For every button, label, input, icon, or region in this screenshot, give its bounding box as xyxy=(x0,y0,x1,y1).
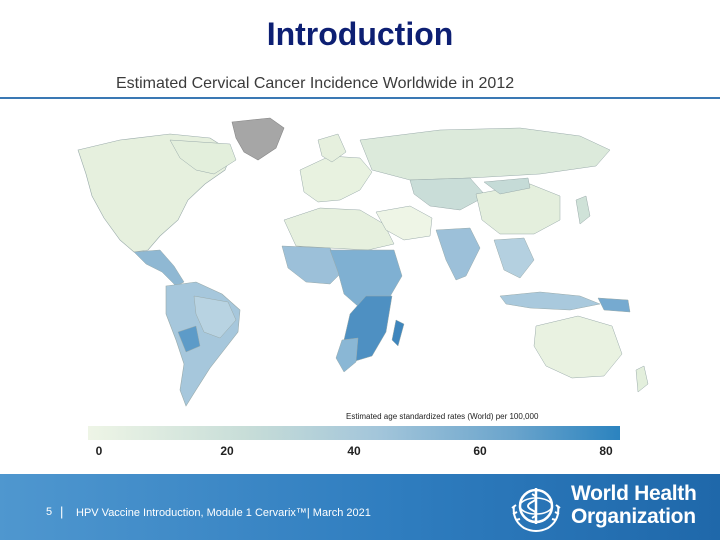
region-africa-south xyxy=(335,337,359,373)
region-russia xyxy=(359,127,611,181)
region-central-asia xyxy=(409,177,487,211)
region-china xyxy=(475,183,561,235)
region-brazil xyxy=(193,295,237,339)
map-panel: Estimated Cervical Cancer Incidence Worl… xyxy=(0,70,720,474)
world-map xyxy=(77,117,649,407)
legend-tick-40: 40 xyxy=(347,444,361,458)
map-title: Estimated Cervical Cancer Incidence Worl… xyxy=(116,75,515,92)
legend-caption: Estimated age standardized rates (World)… xyxy=(346,412,539,421)
region-papua xyxy=(597,297,631,313)
region-indonesia xyxy=(499,291,601,311)
region-southeast-asia xyxy=(493,237,535,279)
footer-separator: | xyxy=(60,504,64,519)
region-canada-east xyxy=(169,139,237,175)
region-greenland xyxy=(231,117,285,161)
legend-color-bar xyxy=(88,426,620,440)
footer-text: HPV Vaccine Introduction, Module 1 Cerva… xyxy=(76,507,371,519)
region-africa-west xyxy=(281,245,345,285)
region-india xyxy=(435,227,481,281)
legend-tick-80: 80 xyxy=(599,444,613,458)
region-australia xyxy=(533,315,623,379)
page-number: 5 xyxy=(46,506,53,518)
footer-bar: 5 | HPV Vaccine Introduction, Module 1 C… xyxy=(0,474,720,540)
region-middle-east xyxy=(375,205,433,241)
map-header xyxy=(112,70,572,98)
region-europe xyxy=(299,155,373,203)
region-central-america xyxy=(133,249,185,287)
region-madagascar xyxy=(391,319,405,347)
title-divider xyxy=(0,97,720,99)
who-logo-line1: World Health xyxy=(571,482,697,505)
who-emblem-icon xyxy=(511,488,561,532)
legend-tick-20: 20 xyxy=(220,444,234,458)
region-mongolia xyxy=(483,177,531,195)
region-new-zealand xyxy=(635,365,649,393)
region-japan xyxy=(575,195,591,225)
region-africa-north xyxy=(283,207,395,251)
region-bolivia xyxy=(177,325,201,353)
legend-tick-60: 60 xyxy=(473,444,487,458)
slide-title: Introduction xyxy=(266,16,454,52)
legend-tick-0: 0 xyxy=(95,444,103,458)
region-scandinavia xyxy=(317,133,347,163)
who-logo-line2: Organization xyxy=(571,505,696,528)
